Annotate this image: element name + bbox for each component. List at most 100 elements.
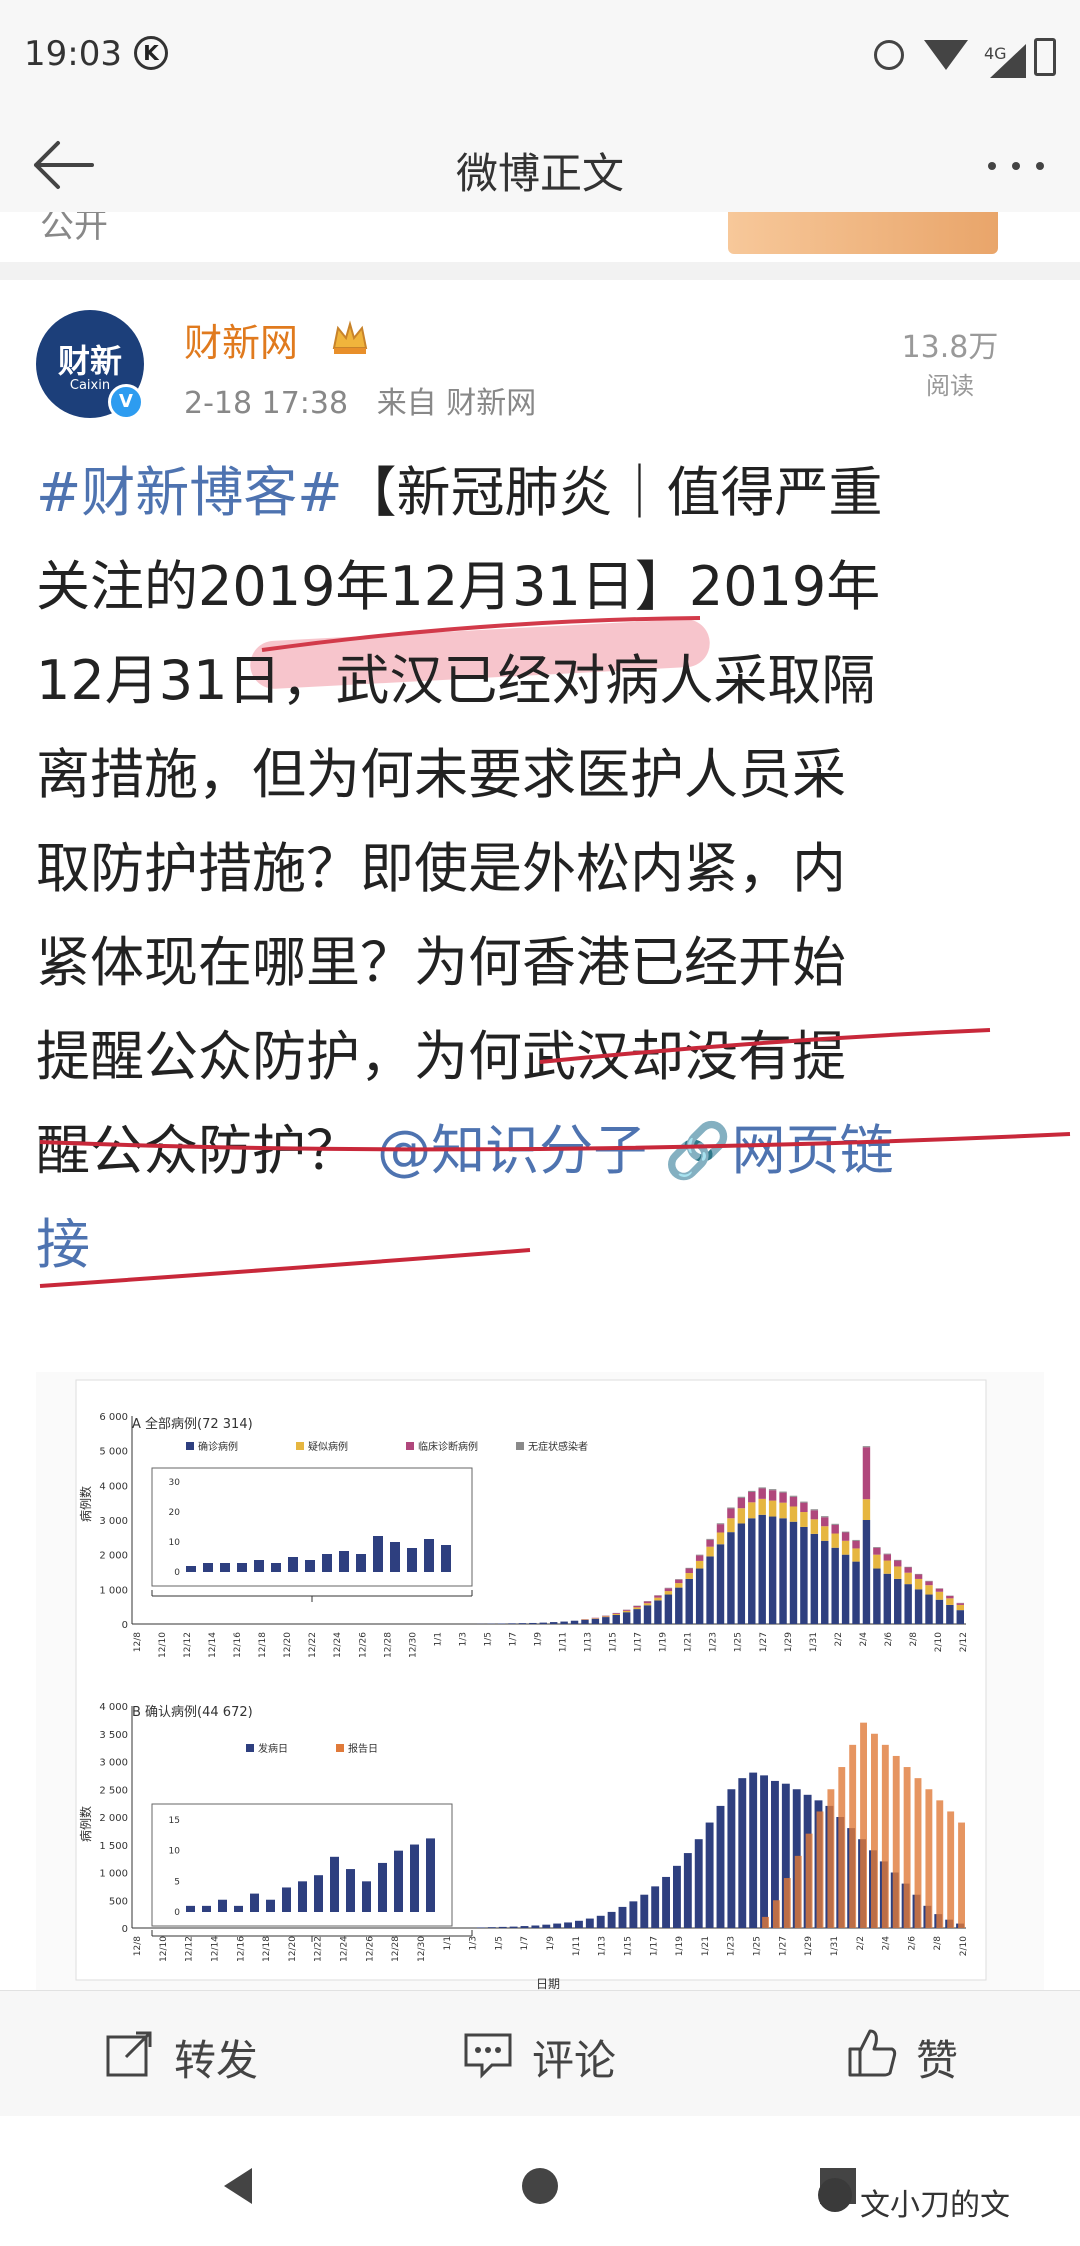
bar-segment [727,1508,735,1519]
y-tick-label: 4 000 [99,1481,128,1492]
bar-segment [716,1523,725,1525]
repost-button[interactable]: 转发 [104,2021,284,2087]
comment-button[interactable]: 评论 [462,2021,642,2087]
inset-bar [407,1548,417,1572]
topic-link[interactable]: #财新博客# [36,461,343,524]
legend-swatch [186,1442,194,1450]
x-tick-label: 1/11 [572,1936,582,1956]
legend-label: 确诊病例 [198,1440,238,1453]
post-text: 提醒公众防护，为何武汉却没有提 [36,1025,846,1088]
onset-bar [673,1865,681,1928]
bar-segment [768,1500,777,1517]
bar-segment [789,1495,798,1497]
bar-segment [622,1612,631,1624]
onset-bar [760,1775,768,1928]
post-line: 紧体现在哪里？为何香港已经开始 [36,916,1046,1010]
bar-segment [685,1578,693,1624]
post-text: 【新冠肺炎｜值得严重 [342,461,883,524]
bar-segment [748,1491,756,1503]
report-bar [849,1744,857,1928]
bar-segment [800,1512,808,1527]
bar-segment [768,1489,777,1491]
onset-bar [694,1839,703,1928]
report-bar [903,1767,911,1928]
x-tick-label: 2/6 [907,1936,917,1951]
post-text: 关注的2019年12月31日】2019年 [36,555,881,618]
author-name[interactable]: 财新网 [184,321,299,365]
report-bar [816,1811,824,1928]
x-tick-label: 1/3 [469,1936,479,1950]
x-tick-label: 1/15 [623,1936,633,1956]
legend-label: 报告日 [348,1742,378,1755]
x-tick-label: 2/8 [909,1632,919,1647]
back-button[interactable] [28,136,98,194]
onset-bar [749,1772,758,1928]
web-link[interactable]: 🔗网页链 [664,1119,894,1182]
post-line: 关注的2019年12月31日】2019年 [36,540,1046,634]
onset-bar [509,1926,518,1928]
y-tick-label: 1 000 [99,1585,128,1596]
report-bar [805,1833,813,1928]
legend-label: 无症状感染者 [528,1440,588,1453]
onset-bar [771,1780,779,1928]
onset-bar [596,1915,605,1928]
bar-segment [602,1616,610,1618]
onset-bar [487,1927,496,1928]
x-tick-label: 1/25 [753,1936,763,1956]
x-tick-label: 1/29 [804,1936,814,1956]
bar-segment [789,1496,798,1507]
bar-segment [591,1618,600,1624]
report-bar [881,1744,889,1928]
more-button[interactable] [982,140,1052,190]
bar-segment [737,1497,746,1509]
post-image[interactable]: A 全部病例(72 314) 病例数 6 000 5 000 4 000 3 000 2… [36,1372,1044,1992]
avatar[interactable]: 财新 Caixin [36,310,144,418]
x-tick-label: 1/25 [734,1632,744,1652]
system-nav-bar [0,2116,1080,2246]
nav-home-icon[interactable] [520,2166,560,2206]
bar-segment [633,1605,641,1608]
like-button[interactable]: 赞 [846,2021,986,2087]
bar-segment [758,1488,766,1499]
legend-swatch [336,1744,344,1752]
inset-bar [250,1893,259,1912]
bar-segment [904,1566,912,1568]
nav-back-icon[interactable] [218,2166,258,2206]
bar-segment [727,1507,735,1509]
x-tick-label: 2/10 [934,1632,944,1652]
x-tick-label: 12/12 [183,1632,193,1658]
bar-segment [591,1618,600,1619]
web-link[interactable]: 接 [36,1213,90,1276]
vip-crown-icon[interactable] [330,320,370,356]
bar-segment [883,1553,892,1555]
app-header: 微博正文 [0,118,1080,213]
bar-segment [935,1599,944,1624]
bar-segment [529,1622,537,1624]
x-tick-label: 1/29 [784,1632,794,1652]
repost-icon [106,2031,152,2077]
arrow-left-icon [34,141,94,189]
onset-bar [662,1876,670,1928]
report-bar [936,1800,944,1928]
x-tick-label: 12/10 [158,1632,168,1658]
report-bar [773,1900,780,1928]
inset-bar [322,1554,332,1572]
bar-segment [570,1620,579,1624]
x-tick-label: 1/1 [433,1632,443,1646]
bar-segment [841,1531,850,1533]
x-tick-label: 12/12 [185,1936,195,1962]
inset-bar [203,1563,213,1572]
bar-segment [894,1560,902,1567]
inset-bar [254,1560,264,1572]
bar-segment [883,1573,892,1624]
mention-link[interactable]: @知识分子 [377,1119,648,1182]
bar-segment [800,1502,808,1513]
y-tick-label: 2 000 [99,1813,128,1824]
bar-segment [914,1578,923,1590]
inset-y-tick: 10 [169,1847,181,1857]
bar-segment [914,1574,923,1579]
bar-segment [664,1588,673,1592]
promo-banner[interactable] [728,212,998,254]
x-tick-label: 12/30 [417,1936,427,1962]
post-line: 离措施，但为何未要求医护人员采 [36,728,1046,822]
